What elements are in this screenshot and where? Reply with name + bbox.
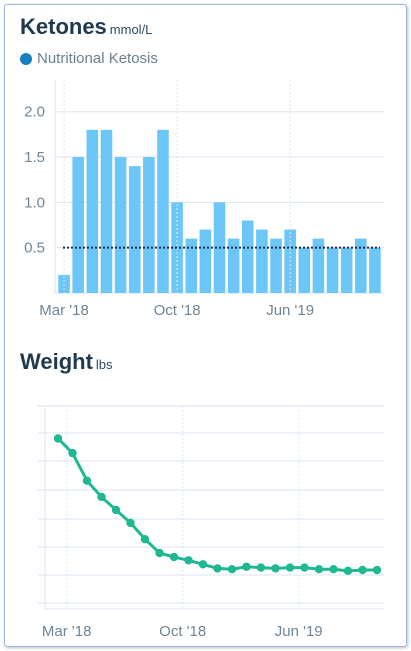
weight-point (198, 560, 208, 569)
ketones-bar (270, 238, 282, 293)
ketones-bar (100, 129, 113, 293)
ketones-x-tick-label: Jun '19 (266, 302, 314, 319)
ketones-bar (256, 229, 268, 293)
ketones-bar (58, 274, 70, 293)
ketones-y-tick-label: 1.5 (24, 149, 45, 166)
weight-point (343, 566, 353, 576)
ketones-bar (143, 157, 155, 293)
ketones-bar (86, 129, 99, 293)
ketones-bar (128, 166, 141, 293)
ketones-chart: 0.5 1.0 1.5 2.0 Mar '18 Oct '18 Jun '19 (24, 80, 384, 319)
weight-title-text: Weight (20, 349, 93, 374)
weight-point (82, 476, 92, 485)
ketones-legend[interactable]: Nutritional Ketosis (20, 50, 158, 67)
chart-panel (4, 4, 407, 647)
ketones-bar (241, 220, 254, 293)
weight-point (358, 565, 367, 575)
weight-point (213, 564, 222, 573)
ketones-bar (157, 129, 169, 293)
weight-point (184, 556, 193, 565)
weight-point (256, 563, 266, 572)
weight-x-tick-label: Jun '19 (275, 623, 323, 640)
weight-point (140, 534, 150, 544)
weight-unit: lbs (95, 357, 113, 372)
ketones-bar (227, 238, 240, 293)
ketones-y-tick-label: 1.0 (24, 194, 45, 211)
weight-point (68, 448, 77, 458)
ketones-bar (199, 229, 212, 293)
weight-point (329, 565, 338, 574)
weight-point (227, 565, 237, 574)
ketones-bar (114, 157, 127, 293)
ketones-bar (312, 238, 325, 293)
ketones-bar (298, 247, 311, 293)
weight-point (271, 564, 280, 573)
weight-point (155, 548, 164, 558)
weight-point (314, 565, 324, 574)
weight-title: Weight lbs (20, 349, 113, 375)
weight-point (300, 563, 309, 572)
ketones-bar (326, 247, 339, 293)
ketones-bar (355, 238, 367, 293)
weight-point (53, 434, 63, 443)
ketones-bar (171, 202, 183, 293)
ketones-x-tick-label: Mar '18 (39, 302, 89, 319)
ketones-y-tick-label: 2.0 (24, 104, 45, 121)
ketones-bar (185, 238, 198, 293)
ketones-title-text: Ketones (20, 14, 107, 39)
ketones-bar (72, 157, 84, 293)
ketones-unit: mmol/L (109, 22, 153, 37)
weight-point (126, 518, 135, 528)
ketones-bar (369, 247, 381, 293)
weight-point (285, 563, 295, 572)
ketones-title: Ketones mmol/L (20, 14, 152, 40)
weight-x-tick-label: Oct '18 (159, 623, 206, 640)
weight-point (111, 505, 121, 515)
legend-label: Nutritional Ketosis (37, 50, 158, 67)
legend-dot-icon (20, 52, 32, 65)
ketones-y-tick-label: 0.5 (24, 240, 45, 257)
weight-point (372, 565, 382, 575)
ketones-x-tick-label: Oct '18 (154, 302, 201, 319)
weight-point (97, 492, 106, 502)
weight-x-tick-label: Mar '18 (42, 623, 92, 640)
weight-point (242, 562, 251, 571)
weight-point (169, 552, 179, 562)
weight-series-line (56, 437, 377, 573)
ketones-bar (340, 247, 353, 293)
